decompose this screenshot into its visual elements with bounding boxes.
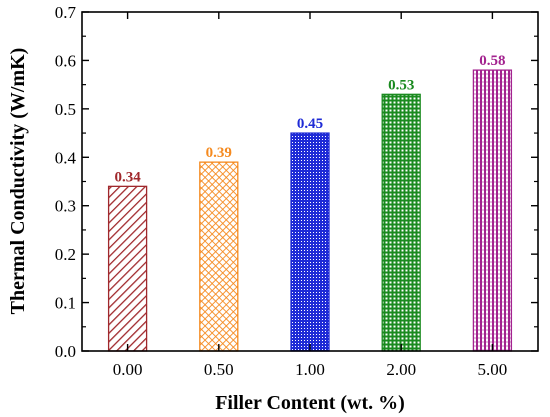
x-tick-label: 2.00: [386, 360, 416, 379]
bar-value-label: 0.39: [206, 145, 232, 161]
bar-0.50: [199, 161, 239, 352]
y-tick-label: 0.2: [55, 245, 76, 264]
y-tick-label: 0.0: [55, 342, 76, 361]
x-tick-label: 0.00: [113, 360, 143, 379]
x-axis-title: Filler Content (wt. %): [215, 392, 405, 414]
y-tick-label: 0.1: [55, 294, 76, 313]
bar-value-label: 0.45: [297, 116, 323, 132]
axis-ticks: 0.0 0.1 0.2 0.3 0.4 0.5 0.6 0.7 0.00 0.50 1.00 2.00…: [55, 3, 538, 379]
y-tick-label: 0.5: [55, 100, 76, 119]
x-tick-label: 0.50: [204, 360, 234, 379]
bar-0.00: [107, 185, 148, 352]
bars-group: 0.34 0.39 0.45 0.53 0.58: [107, 53, 513, 352]
bar-5.00: [472, 69, 513, 352]
bar-value-label: 0.58: [479, 53, 505, 69]
bar-value-label: 0.34: [114, 169, 141, 185]
bar-1.00: [290, 132, 330, 352]
y-tick-label: 0.7: [55, 3, 77, 22]
y-tick-label: 0.3: [55, 197, 76, 216]
bar-2.00: [381, 93, 421, 352]
y-axis-title: Thermal Conductivity (W/mK): [7, 48, 29, 315]
y-tick-label: 0.6: [55, 51, 76, 70]
x-tick-label: 5.00: [478, 360, 508, 379]
x-tick-label: 1.00: [295, 360, 325, 379]
y-tick-label: 0.4: [55, 148, 77, 167]
bar-value-label: 0.53: [388, 77, 414, 93]
